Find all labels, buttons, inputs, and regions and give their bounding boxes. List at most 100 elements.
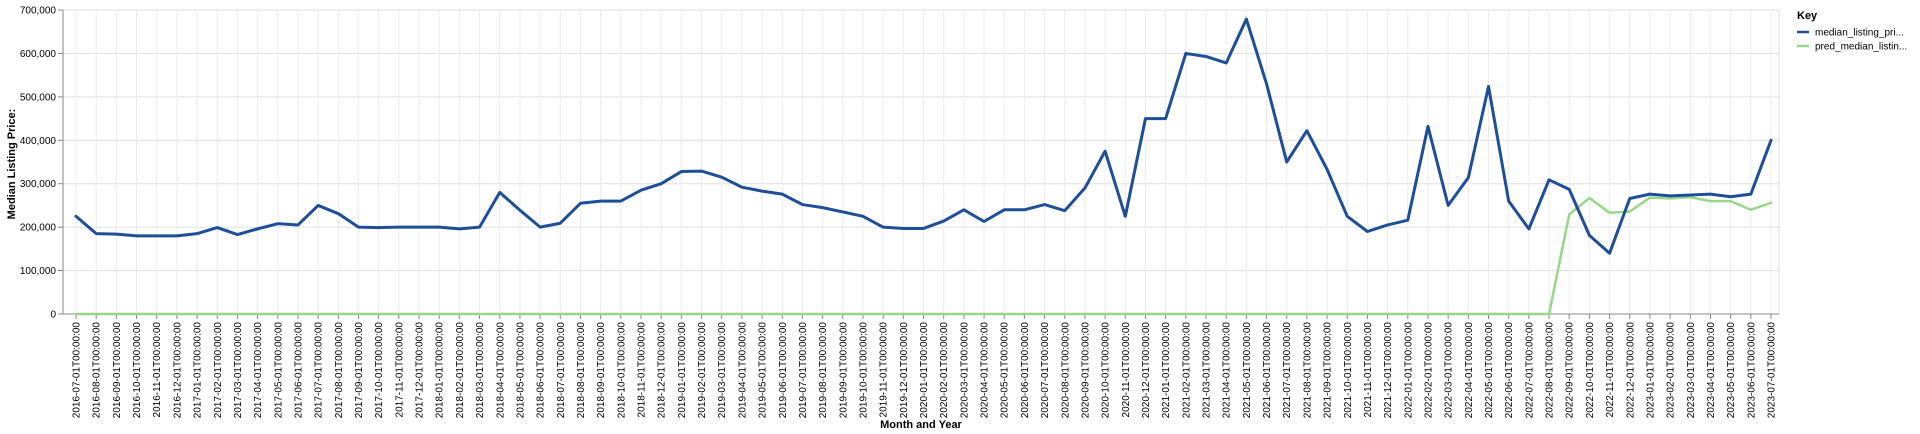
y-tick-label: 500,000 — [20, 92, 57, 103]
data-point — [418, 226, 420, 228]
data-point — [1507, 200, 1509, 202]
data-point — [95, 313, 97, 315]
data-point — [559, 313, 561, 315]
data-point — [963, 209, 965, 211]
data-point — [337, 313, 339, 315]
data-point — [1064, 209, 1066, 211]
data-point — [942, 313, 944, 315]
x-tick-label: 2018-11-01T00:00:00 — [637, 322, 648, 418]
x-tick-label: 2022-06-01T00:00:00 — [1504, 322, 1515, 419]
x-tick-label: 2019-01-01T00:00:00 — [677, 322, 688, 419]
x-tick-label: 2022-02-01T00:00:00 — [1423, 322, 1434, 419]
data-point — [317, 313, 319, 315]
data-point — [357, 313, 359, 315]
data-point — [579, 202, 581, 204]
x-tick-label: 2017-06-01T00:00:00 — [293, 322, 304, 419]
x-tick-label: 2020-04-01T00:00:00 — [980, 322, 991, 419]
data-point — [599, 200, 601, 202]
x-tick-label: 2020-02-01T00:00:00 — [939, 322, 950, 419]
y-tick-label: 100,000 — [20, 266, 57, 277]
data-point — [1750, 193, 1752, 195]
data-point — [297, 313, 299, 315]
data-point — [842, 313, 844, 315]
data-point — [741, 186, 743, 188]
x-tick-label: 2020-06-01T00:00:00 — [1020, 322, 1031, 419]
data-point — [1084, 187, 1086, 189]
data-point — [216, 226, 218, 228]
data-point — [438, 313, 440, 315]
data-point — [1185, 313, 1187, 315]
x-tick-label: 2016-10-01T00:00:00 — [132, 322, 143, 419]
data-point — [1205, 55, 1207, 57]
data-point — [821, 206, 823, 208]
x-axis: 2016-07-01T00:00:00 2016-08-01T00:00:00 20… — [63, 313, 1779, 419]
data-point — [1487, 313, 1489, 315]
x-tick-label: 2020-08-01T00:00:00 — [1060, 322, 1071, 419]
data-point — [1003, 209, 1005, 211]
data-point — [478, 313, 480, 315]
data-point — [559, 222, 561, 224]
data-point — [620, 200, 622, 202]
data-point — [1729, 200, 1731, 202]
data-point — [1669, 195, 1671, 197]
data-point — [1003, 313, 1005, 315]
x-tick-label: 2019-09-01T00:00:00 — [838, 322, 849, 419]
x-tick-label: 2021-08-01T00:00:00 — [1302, 322, 1313, 419]
data-point — [842, 211, 844, 213]
x-tick-label: 2022-04-01T00:00:00 — [1464, 322, 1475, 419]
data-point — [640, 313, 642, 315]
data-point — [922, 227, 924, 229]
data-point — [519, 209, 521, 211]
x-tick-label: 2023-07-01T00:00:00 — [1767, 322, 1778, 419]
x-tick-label: 2020-09-01T00:00:00 — [1080, 322, 1091, 419]
data-point — [599, 313, 601, 315]
x-tick-label: 2021-10-01T00:00:00 — [1343, 322, 1354, 419]
x-tick-label: 2021-06-01T00:00:00 — [1262, 322, 1273, 419]
x-tick-label: 2023-01-01T00:00:00 — [1645, 322, 1656, 419]
data-point — [458, 313, 460, 315]
data-point — [1548, 179, 1550, 181]
data-point — [700, 170, 702, 172]
data-point — [499, 313, 501, 315]
data-point — [862, 313, 864, 315]
x-tick-label: 2018-09-01T00:00:00 — [596, 322, 607, 419]
data-point — [1729, 196, 1731, 198]
x-tick-label: 2018-05-01T00:00:00 — [515, 322, 526, 419]
x-tick-label: 2018-07-01T00:00:00 — [556, 322, 567, 419]
legend-label: pred_median_listin... — [1815, 42, 1907, 53]
data-point — [1185, 52, 1187, 54]
data-point — [317, 204, 319, 206]
x-tick-label: 2018-03-01T00:00:00 — [475, 322, 486, 419]
x-tick-label: 2022-07-01T00:00:00 — [1524, 322, 1535, 419]
data-point — [1629, 197, 1631, 199]
x-tick-label: 2022-10-01T00:00:00 — [1585, 322, 1596, 419]
x-tick-label: 2018-01-01T00:00:00 — [435, 322, 446, 419]
data-point — [1568, 188, 1570, 190]
data-point — [1709, 193, 1711, 195]
data-point — [75, 313, 77, 315]
x-tick-label: 2022-11-01T00:00:00 — [1605, 322, 1616, 418]
data-point — [579, 313, 581, 315]
data-point — [942, 220, 944, 222]
data-point — [236, 313, 238, 315]
data-point — [176, 235, 178, 237]
data-point — [1124, 313, 1126, 315]
data-point — [216, 313, 218, 315]
x-tick-label: 2023-06-01T00:00:00 — [1746, 322, 1757, 419]
x-tick-label: 2020-12-01T00:00:00 — [1141, 322, 1152, 419]
data-point — [660, 313, 662, 315]
data-point — [1528, 313, 1530, 315]
data-point — [781, 193, 783, 195]
data-point — [1144, 313, 1146, 315]
data-point — [1064, 313, 1066, 315]
x-tick-label: 2019-04-01T00:00:00 — [737, 322, 748, 419]
x-tick-label: 2018-04-01T00:00:00 — [495, 322, 506, 419]
data-point — [1669, 197, 1671, 199]
data-point — [1346, 313, 1348, 315]
data-point — [499, 191, 501, 193]
y-tick-label: 200,000 — [20, 223, 57, 234]
data-point — [277, 222, 279, 224]
series-1 — [74, 195, 1773, 316]
y-tick-label: 700,000 — [20, 6, 57, 17]
data-point — [1326, 313, 1328, 315]
